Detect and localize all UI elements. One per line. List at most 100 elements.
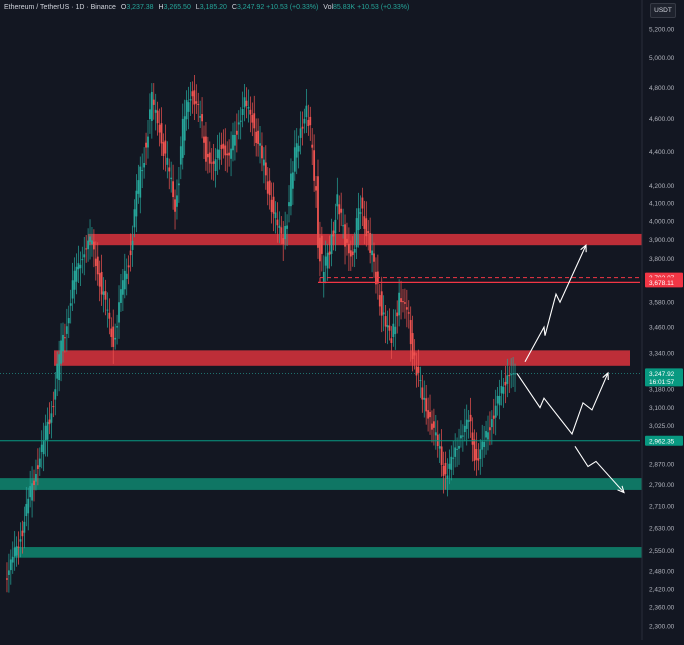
candle-body <box>276 219 279 226</box>
candle-body <box>342 225 345 227</box>
candle-body <box>512 373 515 375</box>
candle-body <box>230 148 232 159</box>
candle-body <box>118 302 120 323</box>
bear-path-arrow <box>574 446 625 493</box>
close-label: C <box>231 4 237 11</box>
candle-body <box>386 325 389 328</box>
candle-body <box>52 406 55 408</box>
price-tick-label: 2,550.00 <box>649 548 675 555</box>
price-tick-label: 4,800.00 <box>649 85 675 92</box>
candle-body <box>195 101 198 104</box>
candle-body <box>177 183 180 186</box>
candle-body <box>330 234 333 254</box>
candle-body <box>15 546 18 556</box>
last-price-label-badge <box>645 368 683 379</box>
candle-body <box>456 448 458 450</box>
price-tick-label: 3,800.00 <box>649 256 675 263</box>
candle-body <box>392 323 395 338</box>
candle-body <box>409 320 412 345</box>
candle-body <box>149 109 151 120</box>
price-tick-label: 2,480.00 <box>649 568 675 575</box>
candle-body <box>396 312 399 317</box>
candle-body <box>485 431 487 438</box>
candle-body <box>290 173 292 207</box>
candle-body <box>25 503 28 517</box>
volume-label: Vol <box>323 4 334 11</box>
candle-body <box>328 251 331 255</box>
candle-body <box>344 224 346 247</box>
last-price-label: 3,247.92 <box>649 371 675 378</box>
candle-body <box>404 302 406 304</box>
candle-body <box>444 462 447 475</box>
candle-body <box>367 231 370 234</box>
price-tick-label: 2,300.00 <box>649 624 675 631</box>
open-label: O <box>120 4 127 11</box>
candle-body <box>33 480 35 486</box>
candle-body <box>237 122 240 125</box>
candle-body <box>349 250 352 257</box>
candle-body <box>172 181 175 198</box>
candle-body <box>454 447 457 457</box>
candle-body <box>506 375 509 384</box>
candle-body <box>197 103 200 105</box>
candle-body <box>44 425 47 441</box>
price-tick-label: 3,900.00 <box>649 237 675 244</box>
candle-body <box>183 116 186 141</box>
candle-body <box>340 208 343 213</box>
currency-button[interactable]: USDT <box>650 3 676 18</box>
candle-body <box>179 146 182 165</box>
candle-body <box>123 270 126 290</box>
low-label: L <box>195 4 200 11</box>
candle-body <box>35 474 37 482</box>
candle-body <box>205 136 207 162</box>
candle-body <box>293 147 296 172</box>
candle-body <box>7 570 10 575</box>
candle-body <box>301 126 304 129</box>
candle-body <box>460 435 462 439</box>
candle-body <box>17 546 20 548</box>
candle-body <box>199 116 202 118</box>
price-tick-label: 3,025.00 <box>649 423 675 430</box>
support-zone <box>14 547 644 558</box>
candle-body <box>467 420 470 422</box>
candle-body <box>168 167 171 172</box>
candle-body <box>394 326 397 335</box>
candle-body <box>239 120 242 122</box>
candle-body <box>46 421 49 440</box>
candle-body <box>79 264 82 269</box>
candle-body <box>378 295 381 307</box>
candle-body <box>421 387 424 400</box>
candle-body <box>87 240 90 250</box>
candle-body <box>104 291 107 300</box>
candle-body <box>313 150 316 181</box>
candle-body <box>320 235 323 254</box>
candle-body <box>210 162 213 164</box>
candle-body <box>417 367 420 373</box>
candle-body <box>71 280 74 299</box>
candle-body <box>407 312 410 314</box>
candle-body <box>291 172 294 189</box>
candle-body <box>114 337 117 340</box>
candle-body <box>42 440 45 455</box>
candle-body <box>193 90 196 105</box>
candle-body <box>31 483 33 501</box>
candle-body <box>338 204 341 215</box>
countdown-label: 16:01:57 <box>649 379 675 386</box>
candle-body <box>458 445 460 449</box>
candle-body <box>13 547 16 557</box>
candle-body <box>65 326 68 334</box>
candle-body <box>436 434 439 446</box>
candle-body <box>514 373 516 375</box>
candle-body <box>11 556 14 563</box>
candle-body <box>490 419 493 428</box>
candle-body <box>251 114 254 123</box>
candle-body <box>224 145 227 156</box>
candle-body <box>162 142 165 157</box>
candle-body <box>92 241 95 250</box>
candle-body <box>133 209 136 228</box>
candle-body <box>332 230 335 237</box>
volume-change: +10.53 (+0.33%) <box>357 4 410 11</box>
candle-body <box>137 180 140 194</box>
